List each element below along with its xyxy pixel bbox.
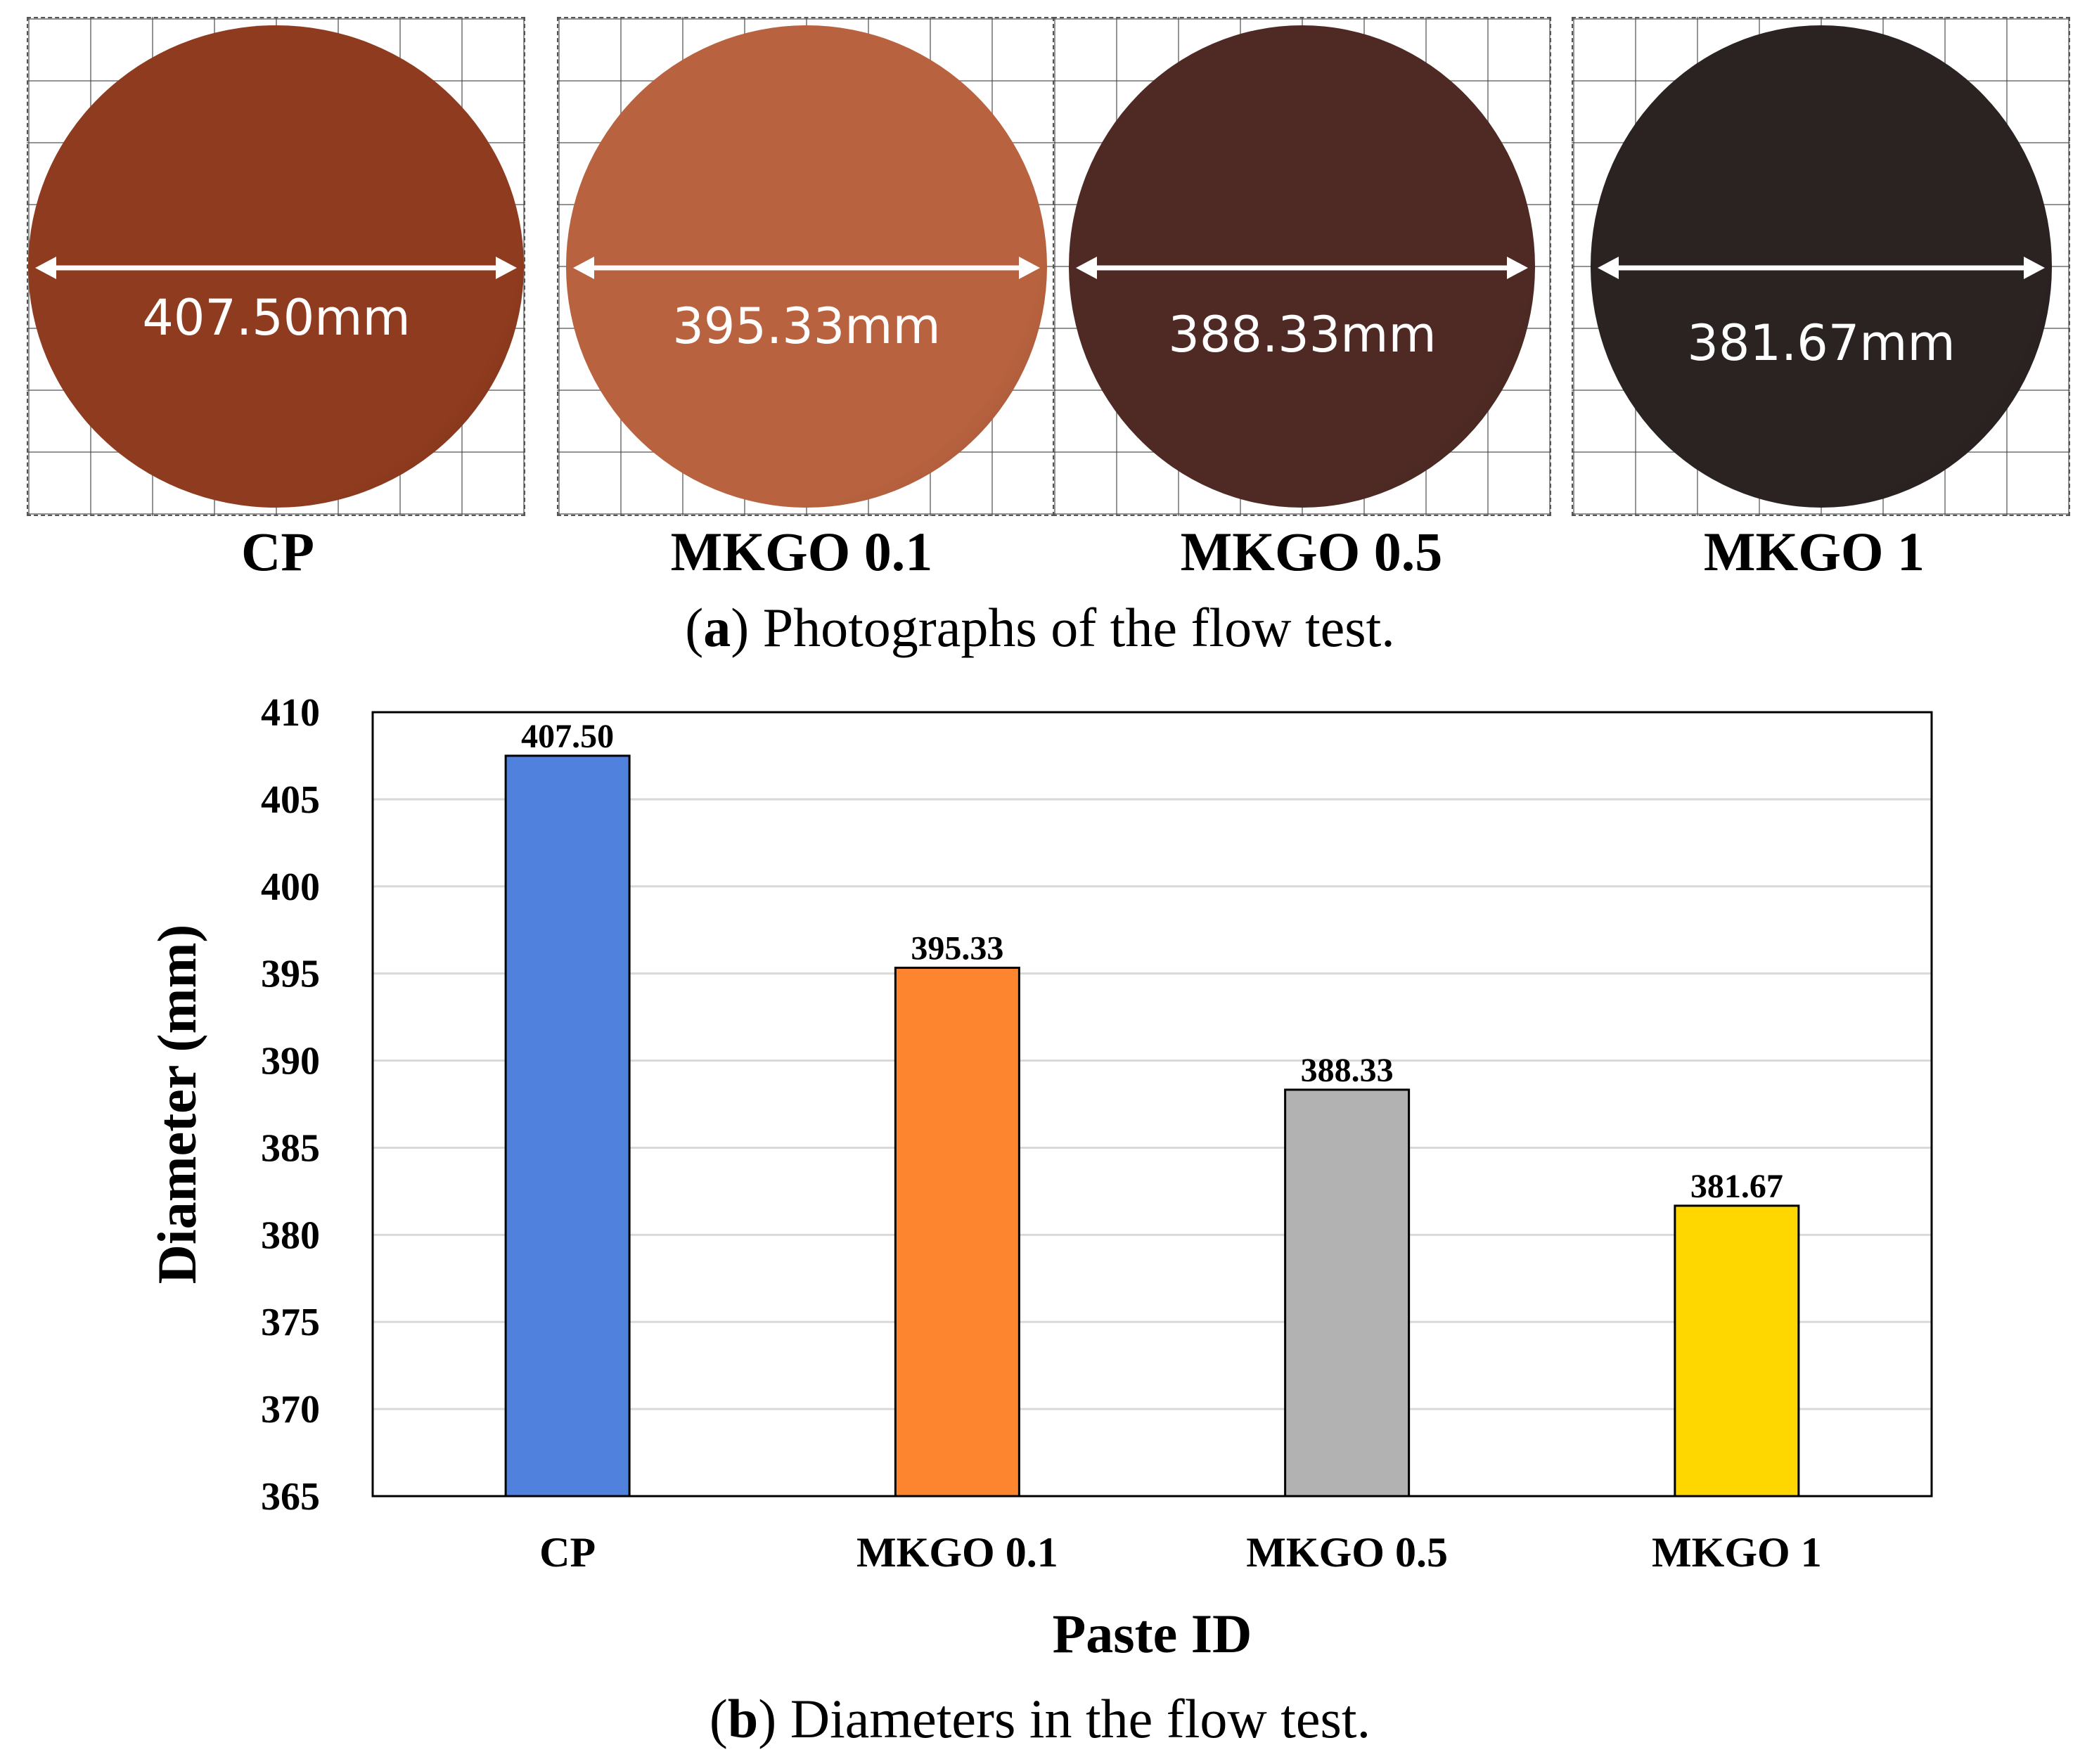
measurement-label: 381.67mm	[1687, 314, 1956, 372]
measurement-label: 388.33mm	[1168, 306, 1437, 363]
photo-panel: 395.33mm	[557, 17, 1055, 516]
photo-panel: 407.50mm	[27, 17, 525, 516]
data-label: 395.33	[911, 929, 1003, 967]
data-label: 388.33	[1301, 1052, 1394, 1089]
bar	[504, 754, 631, 1498]
photo-label: MKGO 1	[1703, 521, 1925, 582]
y-tick-label: 390	[261, 1040, 320, 1083]
photo-caption: (a) Photographs of the flow test.	[685, 597, 1395, 658]
y-tick-label: 410	[261, 691, 320, 735]
x-tick-label: CP	[539, 1529, 596, 1576]
measurement-label: 395.33mm	[672, 297, 941, 355]
bar	[1674, 1204, 1800, 1498]
photo-label: CP	[241, 521, 314, 582]
x-tick-label: MKGO 1	[1652, 1529, 1822, 1576]
x-axis-title: Paste ID	[1053, 1603, 1252, 1664]
y-tick-label: 395	[261, 953, 320, 996]
chart-caption: (b) Diameters in the flow test.	[709, 1688, 1371, 1749]
plot-frame	[371, 711, 1933, 1498]
measurement-arrow	[1076, 257, 1528, 279]
x-tick-label: MKGO 0.1	[856, 1529, 1058, 1576]
y-axis-title: Diameter (mm)	[146, 925, 207, 1285]
y-tick-label: 375	[261, 1301, 320, 1344]
data-label: 381.67	[1690, 1168, 1783, 1205]
data-label: 407.50	[521, 718, 614, 755]
bar	[894, 966, 1020, 1498]
bar	[1284, 1088, 1411, 1498]
y-tick-label: 365	[261, 1475, 320, 1519]
measurement-arrow	[573, 257, 1040, 279]
y-tick-label: 385	[261, 1126, 320, 1170]
y-tick-label: 400	[261, 865, 320, 909]
measurement-label: 407.50mm	[142, 289, 411, 347]
measurement-arrow	[1598, 257, 2045, 279]
photo-label: MKGO 0.5	[1180, 521, 1443, 582]
photo-label: MKGO 0.1	[670, 521, 933, 582]
photo-panel: 388.33mm	[1053, 17, 1551, 516]
photo-panel: 381.67mm	[1572, 17, 2070, 516]
y-tick-label: 405	[261, 778, 320, 822]
measurement-arrow	[35, 257, 517, 279]
y-tick-label: 370	[261, 1388, 320, 1431]
x-tick-label: MKGO 0.5	[1246, 1529, 1448, 1576]
y-tick-label: 380	[261, 1213, 320, 1257]
